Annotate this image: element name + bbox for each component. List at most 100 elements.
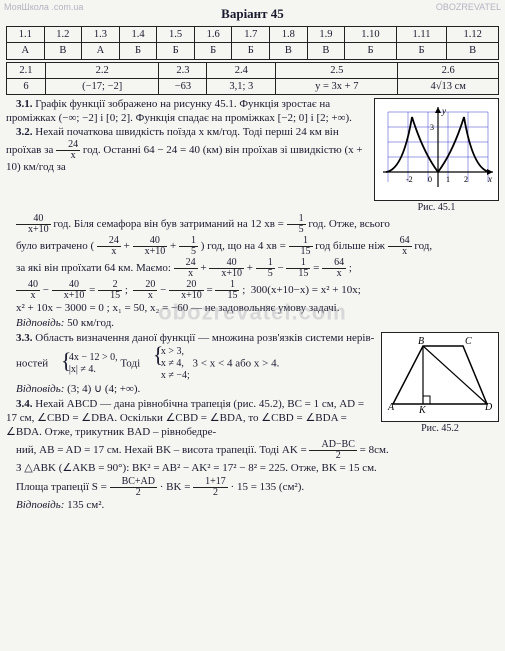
body-3-3b: ностей (16, 358, 51, 370)
t1h: 1.1 (7, 27, 45, 43)
t1v: Б (119, 43, 157, 59)
label-3-2: 3.2. (16, 126, 33, 138)
t2h: 2.1 (7, 62, 46, 78)
t1v: Б (157, 43, 195, 59)
body-3-2h: год, (414, 240, 432, 252)
system-1: 4x − 12 > 0, |x| ≠ 4. (51, 352, 118, 376)
svg-text:-2: -2 (406, 175, 413, 184)
text-3-4b: ний, AB = AD = 17 см. Нехай BK – висота … (6, 440, 499, 461)
answer-3-3: Відповідь: (3; 4) ∪ (4; +∞). (6, 383, 377, 397)
text-3-2j: 40x − 40x+10 = 215 ; 20x − 20x+10 = 115 … (6, 280, 499, 301)
label-3-1: 3.1. (16, 98, 33, 110)
t1h: 1.11 (396, 27, 447, 43)
body-3-2i: за які він проїхати 64 км. Маємо: (16, 262, 174, 274)
watermark-top-right: OBOZREVATEL (436, 2, 501, 13)
body-3-3c: Тоді (120, 358, 142, 370)
body-3-4a: Нехай ABCD — дана рівнобічна трапеція (р… (6, 398, 364, 438)
answer-3-2: Відповідь: 50 км/год. (6, 317, 499, 331)
t1h: 1.9 (307, 27, 345, 43)
t1v: А (82, 43, 120, 59)
svg-text:K: K (418, 405, 427, 414)
body-3-2g: год більше ніж (315, 240, 387, 252)
t1v: В (44, 43, 82, 59)
text-3-4c: З △ABK (∠AKB = 90°): BK² = AB² − AK² = 1… (6, 462, 499, 476)
svg-text:2: 2 (464, 175, 468, 184)
text-3-3a: 3.3. Область визначення даної функції — … (6, 332, 377, 346)
t2v: (−17; −2] (45, 78, 158, 94)
t1v: В (307, 43, 345, 59)
svg-text:x: x (487, 174, 492, 184)
body-3-4f: · 15 = 135 (см²). (231, 481, 305, 493)
svg-text:y: y (441, 106, 446, 116)
text-3-1: 3.1. Графік функції зображено на рисунку… (6, 98, 370, 126)
t2v: −63 (159, 78, 207, 94)
t1v: Б (396, 43, 447, 59)
answer-3-4: Відповідь: 135 см². (6, 499, 499, 513)
figure-45-1: -2 0 1 2 3 y x (374, 98, 499, 201)
t1h: 1.5 (157, 27, 195, 43)
body-3-2j: 300(x+10−x) = x² + 10x; (251, 284, 361, 296)
fraction-117: 1+172 (193, 477, 228, 498)
svg-text:A: A (387, 402, 395, 413)
body-3-3d: 3 < x < 4 або x > 4. (193, 358, 280, 370)
text-3-2e: було витрачено ( 24x + 40x+10 + 15 ) год… (6, 236, 499, 257)
t2v: 4√13 см (398, 78, 499, 94)
system-2: x > 3, x ≠ 4, x ≠ −4; (143, 346, 190, 382)
t1h: 1.10 (345, 27, 397, 43)
answers-table-2: 2.1 2.2 2.3 2.4 2.5 2.6 6 (−17; −2] −63 … (6, 62, 499, 95)
body-3-1: Графік функції зображено на рисунку 45.1… (6, 98, 352, 124)
text-3-4a: 3.4. Нехай ABCD — дана рівнобічна трапец… (6, 398, 377, 439)
t1h: 1.6 (194, 27, 232, 43)
body-3-3a: Область визначення даної функції — множи… (33, 332, 375, 344)
fraction-40-xp10: 40x+10 (16, 214, 51, 235)
fraction-bcad: BC+AD2 (110, 477, 157, 498)
text-3-2i: за які він проїхати 64 км. Маємо: 24x + … (6, 258, 499, 279)
body-3-4d: Площа трапеції S = (16, 481, 110, 493)
svg-text:0: 0 (428, 175, 432, 184)
t2h: 2.2 (45, 62, 158, 78)
figure-45-2: A B C D K (381, 332, 499, 423)
fraction-24-x: 24x (56, 140, 80, 161)
t2h: 2.4 (207, 62, 276, 78)
t1h: 1.2 (44, 27, 82, 43)
t1h: 1.4 (119, 27, 157, 43)
fraction-adbc: AD−BC2 (309, 440, 356, 461)
t1h: 1.7 (232, 27, 270, 43)
text-3-2c: 40x+10 год. Біля семафора він був затрим… (6, 214, 499, 235)
t2v: 3,1; 3 (207, 78, 276, 94)
t2h: 2.6 (398, 62, 499, 78)
body-3-2f: год, що на 4 хв = (207, 240, 288, 252)
text-3-2a: 3.2. Нехай початкова швидкість поїзда x … (6, 126, 370, 175)
label-3-4: 3.4. (16, 398, 33, 410)
svg-text:B: B (418, 336, 424, 347)
answers-table-1: 1.1 1.2 1.3 1.4 1.5 1.6 1.7 1.8 1.9 1.10… (6, 26, 499, 59)
t1h: 1.12 (447, 27, 499, 43)
t2h: 2.3 (159, 62, 207, 78)
figure-45-1-caption: Рис. 45.1 (374, 202, 499, 215)
body-3-2e: було витрачено (16, 240, 90, 252)
svg-text:1: 1 (446, 175, 450, 184)
body-3-2d: год. Отже, всього (308, 218, 390, 230)
svg-text:D: D (484, 402, 493, 413)
label-3-3: 3.3. (16, 332, 33, 344)
t1v: В (270, 43, 308, 59)
t1v: Б (232, 43, 270, 59)
t1v: Б (194, 43, 232, 59)
t2v: y = 3x + 7 (276, 78, 398, 94)
t2v: 6 (7, 78, 46, 94)
watermark-top-left: МояШкола .com.ua (4, 2, 83, 13)
svg-text:C: C (465, 336, 472, 347)
t1h: 1.3 (82, 27, 120, 43)
body-3-4c: = 8см. (360, 444, 389, 456)
t1v: В (447, 43, 499, 59)
body-3-4b: ний, AB = AD = 17 см. Нехай BK – висота … (16, 444, 309, 456)
svg-text:3: 3 (430, 123, 434, 132)
body-3-4e: · BK = (160, 481, 193, 493)
text-3-3b: ностей 4x − 12 > 0, |x| ≠ 4. Тоді x > 3,… (6, 346, 377, 382)
body-3-2c: год. Біля семафора він був затриманий на… (53, 218, 286, 230)
text-3-4d: Площа трапеції S = BC+AD2 · BK = 1+172 ·… (6, 477, 499, 498)
t1h: 1.8 (270, 27, 308, 43)
text-3-2k: x² + 10x − 3000 = 0 ; x₁ = 50, x₂ = −60 … (6, 302, 499, 316)
t1v: А (7, 43, 45, 59)
t1v: Б (345, 43, 397, 59)
